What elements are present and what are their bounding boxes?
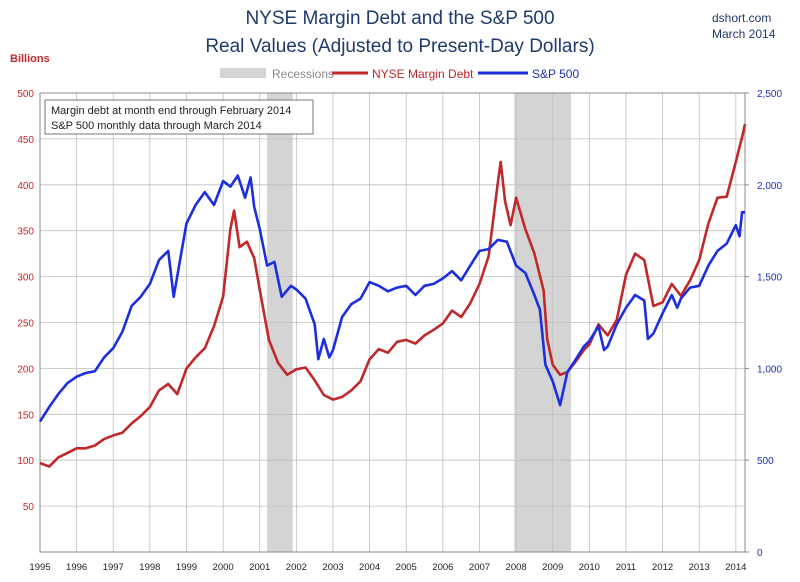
y-tick-left-4: 200: [17, 364, 34, 375]
x-tick-10: 2004: [359, 562, 380, 573]
y-tick-right-2: 500: [757, 456, 774, 467]
series-line-margin-debt: [39, 123, 747, 468]
x-tick-3: 1997: [103, 562, 124, 573]
x-tick-9: 2003: [322, 562, 343, 573]
x-tick-5: 1999: [176, 562, 197, 573]
annotation-line-2: S&P 500 monthly data through March 2014: [51, 120, 262, 132]
y-tick-left-5: 250: [17, 319, 34, 330]
x-tick-13: 2007: [469, 562, 490, 573]
x-tick-6: 2000: [213, 562, 234, 573]
x-tick-14: 2008: [506, 562, 527, 573]
x-tick-17: 2011: [616, 562, 636, 573]
legend-label-margin-debt: NYSE Margin Debt: [372, 67, 474, 81]
date-label: March 2014: [712, 27, 776, 41]
y-tick-right-5: 2,000: [757, 181, 782, 192]
legend-label-recession: Recessions: [272, 67, 334, 81]
x-tick-18: 2012: [652, 562, 673, 573]
x-tick-7: 2001: [249, 562, 270, 573]
x-tick-11: 2005: [396, 562, 417, 573]
annotation-frame: [44, 99, 314, 135]
y-tick-right-3: 1,000: [757, 364, 782, 375]
x-tick-20: 2014: [725, 562, 746, 573]
legend-swatch-recession: [220, 68, 266, 78]
x-tick-1: 1995: [29, 562, 50, 573]
x-tick-15: 2009: [542, 562, 563, 573]
y-tick-right-4: 1,500: [757, 273, 782, 284]
y-tick-left-2: 100: [17, 456, 34, 467]
y-tick-left-7: 350: [17, 227, 34, 238]
x-tick-4: 1998: [139, 562, 160, 573]
y-tick-right-1: 0: [757, 548, 763, 559]
x-tick-12: 2006: [432, 562, 453, 573]
x-tick-2: 1996: [66, 562, 87, 573]
chart-subtitle: Real Values (Adjusted to Present-Day Dol…: [205, 36, 594, 57]
series-line-sp500: [38, 174, 745, 423]
chart-title: NYSE Margin Debt and the S&P 500: [245, 8, 554, 29]
x-tick-19: 2013: [689, 562, 710, 573]
annotation-line-1: Margin debt at month end through Februar…: [51, 105, 291, 117]
y-tick-left-6: 300: [17, 273, 34, 284]
legend-label-sp500: S&P 500: [532, 67, 579, 81]
y-tick-left-3: 150: [17, 410, 34, 421]
x-tick-8: 2002: [286, 562, 307, 573]
y-tick-left-10: 500: [17, 89, 34, 100]
y-tick-right-6: 2,500: [757, 89, 782, 100]
y-tick-left-9: 450: [17, 135, 34, 146]
y-tick-left-8: 400: [17, 181, 34, 192]
source-label: dshort.com: [712, 11, 771, 25]
annotation-box: Margin debt at month end through Februar…: [44, 99, 314, 135]
y-tick-left-1: 50: [23, 502, 35, 513]
plot-area: [39, 92, 746, 553]
legend: Recessions NYSE Margin Debt S&P 500: [220, 67, 579, 81]
x-tick-16: 2010: [579, 562, 600, 573]
y-axis-unit: Billions: [10, 53, 50, 65]
